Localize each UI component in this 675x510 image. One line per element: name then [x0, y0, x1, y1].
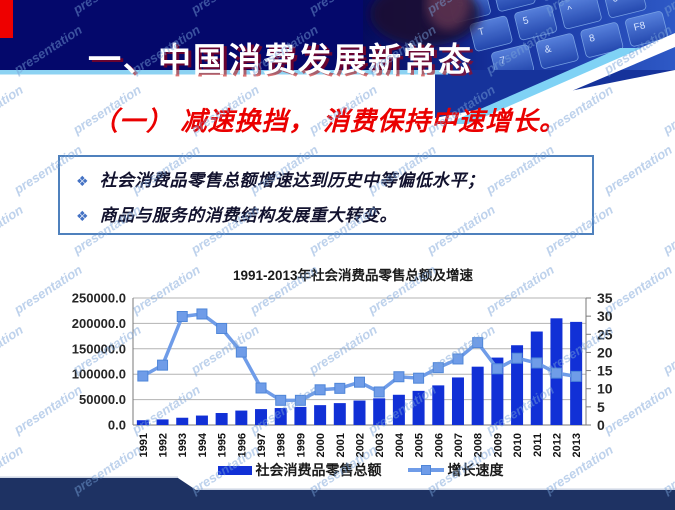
svg-text:25: 25: [597, 326, 613, 342]
svg-text:2001: 2001: [335, 433, 347, 457]
svg-text:2008: 2008: [473, 433, 485, 457]
bar-series-swatch: [217, 465, 252, 475]
svg-text:35: 35: [597, 290, 613, 306]
svg-text:F8: F8: [633, 20, 647, 34]
watermark-text: presentation: [0, 201, 26, 258]
blue-stripe: [446, 48, 642, 124]
page-title: 一、中国消费发展新常态: [88, 41, 473, 78]
svg-text:8: 8: [588, 33, 596, 45]
svg-text:2006: 2006: [433, 433, 445, 457]
legend-label: 社会消费品零售总额: [255, 462, 382, 478]
svg-text:250000.0: 250000.0: [72, 291, 126, 306]
svg-text:T: T: [477, 26, 486, 38]
svg-text:20: 20: [597, 344, 613, 360]
svg-text:1995: 1995: [217, 433, 229, 457]
svg-text:10: 10: [597, 381, 613, 397]
svg-text:2011: 2011: [532, 433, 544, 457]
section-subtitle: （一） 减速换挡， 消费保持中速增长。: [92, 107, 567, 136]
svg-text:50000.0: 50000.0: [79, 392, 126, 407]
svg-text:0: 0: [597, 417, 605, 433]
white-slash: [520, 33, 675, 107]
svg-text:0.0: 0.0: [108, 418, 126, 433]
chart-svg: 1991-2013年社会消费品零售总额及增速 0.0 50000.0 100000.…: [72, 267, 613, 457]
legend-label: 增长速度: [447, 462, 504, 478]
svg-text:2012: 2012: [551, 433, 563, 457]
red-corner-accent: [0, 0, 13, 38]
svg-text:1996: 1996: [236, 433, 248, 457]
svg-text:6: 6: [611, 0, 619, 5]
footer-band: [0, 478, 675, 510]
svg-text:2009: 2009: [492, 433, 504, 457]
chart-title: 1991-2013年社会消费品零售总额及增速: [233, 267, 474, 283]
footer-graphic: [0, 476, 675, 510]
chart: 1991-2013年社会消费品零售总额及增速 0.0 50000.0 100000.…: [58, 262, 623, 483]
svg-text:2007: 2007: [453, 433, 465, 457]
svg-text:100000.0: 100000.0: [72, 367, 126, 382]
svg-text:5: 5: [522, 15, 530, 27]
svg-text:&: &: [543, 44, 552, 56]
chart-legend: 社会消费品零售总额 增长速度: [133, 461, 588, 479]
watermark-text: presentation: [0, 321, 26, 378]
svg-text:2003: 2003: [374, 433, 386, 457]
svg-text:1999: 1999: [295, 433, 307, 457]
keyboard-image: SDFRT5^67&8F8: [363, 0, 675, 70]
svg-text:200000.0: 200000.0: [72, 316, 126, 331]
svg-text:1994: 1994: [197, 432, 209, 457]
svg-text:^: ^: [566, 4, 574, 16]
diamond-bullet-icon: ❖: [76, 208, 89, 224]
bullet-box: ❖ 社会消费品零售总额增速达到历史中等偏低水平； ❖ 商品与服务的消费结构发展重…: [58, 155, 594, 235]
bullet-item: ❖ 商品与服务的消费结构发展重大转变。: [76, 205, 592, 227]
svg-text:2004: 2004: [394, 432, 406, 457]
svg-text:2013: 2013: [571, 433, 583, 457]
bullet-text: 商品与服务的消费结构发展重大转变。: [99, 206, 398, 225]
svg-text:1992: 1992: [158, 433, 170, 457]
svg-text:5: 5: [597, 399, 605, 415]
bullet-text: 社会消费品零售总额增速达到历史中等偏低水平；: [99, 171, 485, 190]
svg-text:7: 7: [499, 55, 507, 67]
diamond-bullet-icon: ❖: [76, 173, 89, 189]
watermark-text: presentation: [601, 141, 675, 198]
header-graphic: SDFRT5^67&8F8: [0, 0, 675, 124]
line-series-swatch: [407, 464, 444, 476]
watermark-text: presentation: [660, 201, 675, 258]
svg-text:30: 30: [597, 308, 613, 324]
watermark-text: presentation: [660, 321, 675, 378]
svg-text:15: 15: [597, 363, 613, 379]
svg-text:2000: 2000: [315, 433, 327, 457]
header-underline: [0, 70, 448, 75]
svg-text:2005: 2005: [414, 433, 426, 457]
bullet-item: ❖ 社会消费品零售总额增速达到历史中等偏低水平；: [76, 170, 592, 192]
svg-text:150000.0: 150000.0: [72, 341, 126, 356]
svg-text:1991: 1991: [138, 433, 150, 457]
svg-text:2002: 2002: [355, 433, 367, 457]
legend-item-bars: 社会消费品零售总额: [217, 460, 382, 480]
finger: [426, 0, 470, 30]
svg-text:1993: 1993: [177, 433, 189, 457]
svg-text:2010: 2010: [512, 433, 524, 457]
keyboard-keys: SDFRT5^67&8F8: [448, 0, 668, 70]
legend-item-line: 增长速度: [407, 460, 504, 480]
svg-text:1997: 1997: [256, 433, 268, 457]
svg-text:1998: 1998: [276, 433, 288, 457]
